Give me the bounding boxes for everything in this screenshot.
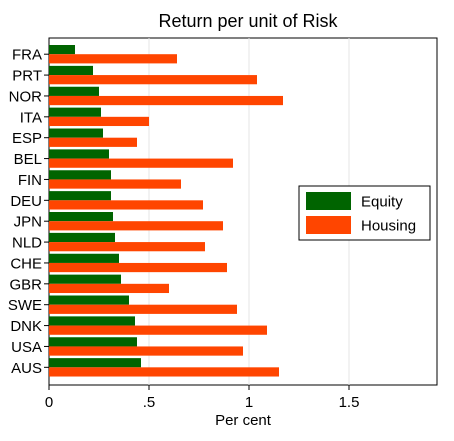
bar-housing-fin bbox=[49, 179, 181, 189]
x-tick-label: .5 bbox=[143, 394, 156, 411]
bar-equity-che bbox=[49, 253, 119, 263]
bar-equity-deu bbox=[49, 191, 111, 201]
x-tick-label: 1 bbox=[245, 394, 253, 411]
y-tick-label: SWE bbox=[8, 297, 42, 314]
bar-equity-jpn bbox=[49, 212, 113, 222]
y-tick-label: USA bbox=[11, 339, 42, 356]
bar-housing-aus bbox=[49, 367, 279, 377]
bar-housing-nor bbox=[49, 95, 283, 106]
x-axis-label: Per cent bbox=[215, 412, 272, 429]
bar-equity-fin bbox=[49, 170, 111, 180]
bar-housing-nld bbox=[49, 242, 205, 252]
bar-housing-fra bbox=[49, 54, 177, 64]
y-axis: FRA PRT NOR ITA ESP BEL FIN DEU JPN NLD CHE GBR SWE D… bbox=[8, 47, 49, 377]
y-tick-label: NLD bbox=[12, 235, 42, 252]
bar-housing-esp bbox=[49, 137, 137, 147]
y-tick-label: ESP bbox=[12, 130, 42, 147]
y-tick-label: NOR bbox=[9, 88, 43, 105]
bar-housing-ita bbox=[49, 116, 149, 127]
y-tick-label: AUS bbox=[11, 360, 42, 377]
y-tick-label: DEU bbox=[10, 193, 42, 210]
bar-housing-bel bbox=[49, 158, 233, 168]
y-tick-label: CHE bbox=[10, 255, 42, 272]
bar-equity-prt bbox=[49, 65, 93, 76]
bar-housing-dnk bbox=[49, 325, 267, 335]
bar-equity-nor bbox=[49, 86, 99, 96]
bar-housing-jpn bbox=[49, 221, 223, 231]
y-tick-label: FIN bbox=[18, 172, 42, 189]
bar-equity-fra bbox=[49, 45, 75, 55]
y-tick-label: BEL bbox=[14, 151, 42, 168]
bar-housing-che bbox=[49, 262, 227, 273]
y-tick-label: FRA bbox=[12, 47, 42, 64]
bar-equity-gbr bbox=[49, 274, 121, 284]
legend-label-housing: Housing bbox=[361, 218, 416, 235]
x-axis: 0 .5 1 1.5 bbox=[45, 385, 360, 411]
bar-equity-swe bbox=[49, 295, 129, 305]
chart-title: Return per unit of Risk bbox=[158, 11, 338, 31]
x-tick-label: 1.5 bbox=[339, 394, 360, 411]
bar-equity-nld bbox=[49, 232, 115, 243]
y-tick-label: JPN bbox=[14, 214, 42, 231]
legend-label-equity: Equity bbox=[361, 194, 403, 211]
y-tick-label: PRT bbox=[12, 68, 42, 85]
bar-housing-prt bbox=[49, 75, 257, 85]
y-tick-label: GBR bbox=[9, 276, 42, 293]
legend: Equity Housing bbox=[298, 185, 431, 241]
bar-housing-deu bbox=[49, 200, 203, 210]
bar-equity-bel bbox=[49, 149, 109, 159]
y-tick-label: DNK bbox=[10, 318, 42, 335]
bar-equity-ita bbox=[49, 107, 101, 117]
y-tick-label: ITA bbox=[20, 109, 42, 126]
bar-equity-dnk bbox=[49, 316, 135, 326]
bars bbox=[49, 45, 283, 377]
x-tick-label: 0 bbox=[45, 394, 53, 411]
bar-equity-usa bbox=[49, 337, 137, 347]
legend-swatch-housing bbox=[306, 216, 351, 234]
bar-housing-usa bbox=[49, 346, 243, 356]
bar-housing-swe bbox=[49, 304, 237, 314]
bar-equity-aus bbox=[49, 358, 141, 368]
bar-housing-gbr bbox=[49, 283, 169, 294]
legend-swatch-equity bbox=[306, 192, 351, 210]
bar-equity-esp bbox=[49, 128, 103, 138]
